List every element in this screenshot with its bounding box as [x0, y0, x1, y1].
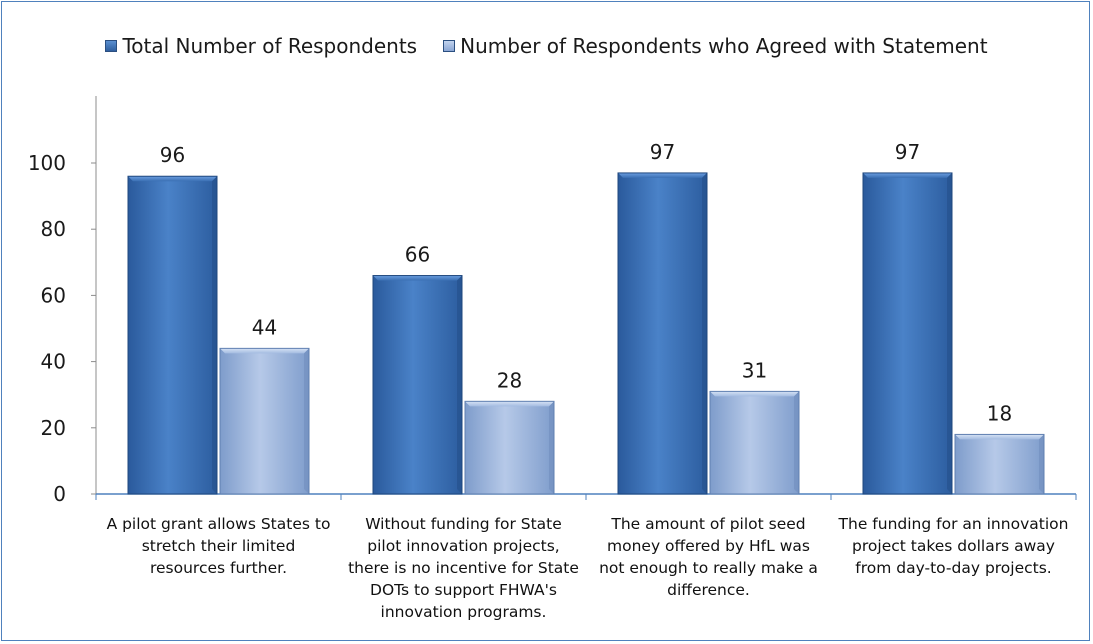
data-label: 97	[650, 140, 675, 164]
bar-face	[373, 275, 462, 494]
bar-side-bevel	[702, 172, 707, 494]
y-tick-label: 80	[41, 217, 66, 241]
bar-face	[863, 172, 952, 494]
y-tick-label: 20	[41, 416, 66, 440]
bar-top-bevel	[373, 275, 462, 281]
x-category-label-line: innovation programs.	[380, 603, 547, 621]
y-tick-label: 60	[41, 283, 66, 307]
x-category-label-line: Without funding for State	[365, 515, 562, 533]
bar-agreed-3	[709, 390, 800, 495]
data-label: 96	[160, 143, 185, 167]
bar-side-bevel	[212, 176, 217, 495]
x-category-label-line: there is no incentive for State	[348, 559, 579, 577]
bar-top-bevel	[710, 391, 799, 397]
bar-total-2	[372, 275, 463, 495]
legend-item-total: Total Number of Respondents	[105, 34, 417, 58]
bar-face	[618, 172, 707, 494]
bar-outline	[709, 390, 800, 495]
x-category-label-line: difference.	[667, 581, 750, 599]
data-label: 66	[405, 243, 430, 267]
bar-side-bevel	[457, 275, 462, 494]
legend-label-total: Total Number of Respondents	[122, 34, 418, 58]
bar-top-bevel	[220, 348, 309, 354]
legend-swatch-total	[105, 40, 118, 52]
data-label: 97	[895, 140, 920, 164]
x-category-label-4: The funding for an innovation project tak…	[829, 513, 1079, 579]
bar-outline	[372, 275, 463, 495]
x-category-label-line: The funding for an innovation	[838, 515, 1069, 533]
bar-top-bevel	[618, 172, 707, 178]
bar-outline	[862, 172, 953, 495]
x-category-label-3: The amount of pilot seed money offered by…	[584, 513, 834, 601]
x-category-label-line: project takes dollars away	[852, 537, 1055, 555]
bar-outline	[464, 400, 555, 495]
bar-face	[955, 434, 1044, 494]
bar-total-3	[617, 172, 708, 495]
legend-swatch-agreed	[443, 40, 456, 52]
bar-outline	[617, 172, 708, 495]
bar-outline	[954, 433, 1045, 495]
x-category-label-line: The amount of pilot seed	[611, 515, 806, 533]
data-label: 28	[497, 368, 522, 392]
bar-top-bevel	[863, 172, 952, 178]
bar-agreed-2	[464, 400, 555, 495]
bar-outline	[127, 175, 218, 495]
chart-legend: Total Number of Respondents Number of Re…	[0, 34, 1093, 58]
bar-face	[710, 391, 799, 494]
x-category-label-line: A pilot grant allows States to	[106, 515, 331, 533]
y-tick-label: 100	[28, 151, 66, 175]
bar-side-bevel	[794, 391, 799, 494]
bar-total-4	[862, 172, 953, 495]
bar-top-bevel	[465, 401, 554, 407]
data-label: 44	[252, 315, 277, 339]
x-category-label-line: resources further.	[149, 559, 287, 577]
data-label: 18	[987, 401, 1012, 425]
x-category-label-line: pilot innovation projects,	[367, 537, 560, 555]
legend-item-agreed: Number of Respondents who Agreed with St…	[443, 34, 988, 58]
x-category-label-line: money offered by HfL was	[607, 537, 810, 555]
x-category-label-line: not enough to really make a	[599, 559, 818, 577]
bar-side-bevel	[947, 172, 952, 494]
data-label: 31	[742, 358, 767, 382]
bar-agreed-1	[219, 347, 310, 495]
bar-face	[128, 176, 217, 495]
bars	[127, 172, 1045, 495]
bar-face	[220, 348, 309, 494]
x-category-label-1: A pilot grant allows States to stretch th…	[94, 513, 344, 579]
data-labels: 96 44 66 28 97 31 97 18	[160, 140, 1012, 425]
x-category-label-line: DOTs to support FHWA's	[370, 581, 557, 599]
bar-outline	[219, 347, 310, 495]
x-category-label-2: Without funding for State pilot innovatio…	[339, 513, 589, 623]
x-category-label-line: stretch their limited	[141, 537, 296, 555]
x-category-label-line: from day-to-day projects.	[855, 559, 1052, 577]
y-tick-label: 0	[53, 482, 66, 506]
bar-side-bevel	[549, 401, 554, 494]
y-tick-label: 40	[41, 350, 66, 374]
bar-face	[465, 401, 554, 494]
bar-side-bevel	[1039, 434, 1044, 494]
bar-total-1	[127, 175, 218, 495]
bar-side-bevel	[304, 348, 309, 494]
bar-agreed-4	[954, 433, 1045, 495]
legend-label-agreed: Number of Respondents who Agreed with St…	[460, 34, 988, 58]
bar-top-bevel	[128, 176, 217, 182]
bar-top-bevel	[955, 434, 1044, 440]
